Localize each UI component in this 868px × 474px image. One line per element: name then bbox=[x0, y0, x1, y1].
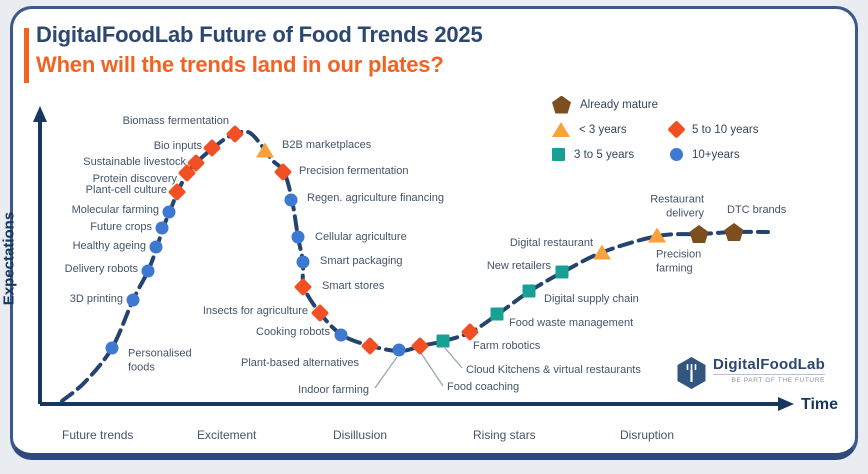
label-cloud-kitchens-virtual-restaurants: Cloud Kitchens & virtual restaurants bbox=[466, 364, 641, 377]
point-precision-farming bbox=[648, 227, 666, 243]
phase-label-disruption: Disruption bbox=[620, 428, 675, 442]
phase-label-future-trends: Future trends bbox=[62, 428, 134, 442]
point-healthy-ageing bbox=[149, 240, 163, 254]
label-biomass-fermentation: Biomass fermentation bbox=[122, 115, 229, 128]
legend-label: 10+years bbox=[692, 148, 740, 161]
label-future-crops: Future crops bbox=[90, 221, 152, 234]
label-smart-stores: Smart stores bbox=[322, 280, 385, 293]
label-molecular-farming: Molecular farming bbox=[71, 204, 159, 217]
logo-tagline: BE PART OF THE FUTURE bbox=[713, 374, 825, 384]
label-precision-farming: Precision farming bbox=[656, 248, 702, 274]
phase-label-excitement: Excitement bbox=[197, 428, 257, 442]
pentagon-icon bbox=[552, 95, 571, 114]
legend-item-already-mature: Already mature bbox=[552, 95, 670, 114]
point-regen-agriculture-financing bbox=[284, 193, 298, 207]
legend-label: Already mature bbox=[580, 98, 658, 111]
point-cellular-agriculture bbox=[291, 230, 305, 244]
logo-name: DigitalFoodLab bbox=[713, 356, 825, 373]
x-axis-label: Time bbox=[801, 396, 839, 413]
label-dtc-brands: DTC brands bbox=[727, 204, 787, 217]
phase-label-rising-stars: Rising stars bbox=[473, 428, 536, 442]
point-molecular-farming bbox=[162, 205, 176, 219]
label-digital-supply-chain: Digital supply chain bbox=[544, 293, 639, 306]
label-restaurant-delivery: Restaurant delivery bbox=[650, 193, 704, 219]
logo-hexagon-fork-icon bbox=[677, 357, 706, 389]
label-plant-cell-culture: Plant-cell culture bbox=[85, 184, 167, 197]
legend-label: 5 to 10 years bbox=[692, 123, 759, 136]
legend-item-3to5-years: 3 to 5 years bbox=[552, 148, 670, 161]
triangle-icon bbox=[552, 122, 570, 137]
label-3d-printing: 3D printing bbox=[69, 293, 123, 306]
label-farm-robotics: Farm robotics bbox=[473, 340, 541, 353]
point-digital-restaurant bbox=[593, 244, 611, 260]
point-dtc-brands bbox=[724, 223, 744, 241]
label-new-retailers: New retailers bbox=[486, 260, 551, 273]
label-insects-for-agriculture: Insects for agriculture bbox=[202, 305, 308, 318]
label-sustainable-livestock: Sustainable livestock bbox=[83, 156, 186, 169]
legend-item-5to10-years: 5 to 10 years bbox=[667, 120, 820, 139]
point-digital-supply-chain bbox=[522, 284, 536, 298]
legend-item-10plus-years: 10+years bbox=[670, 148, 820, 161]
digitalfoodlab-logo: DigitalFoodLab BE PART OF THE FUTURE bbox=[676, 356, 825, 390]
point-delivery-robots bbox=[141, 264, 155, 278]
legend-item-lt3-years: < 3 years bbox=[552, 122, 670, 137]
legend: Already mature < 3 years 3 to 5 years 5 … bbox=[552, 92, 820, 167]
point-future-crops bbox=[155, 221, 169, 235]
connector-indoor-farming bbox=[374, 356, 398, 389]
connector-cloud-kitchens-virtual-restaurants bbox=[444, 347, 463, 369]
point-personalised-foods bbox=[105, 341, 119, 355]
label-smart-packaging: Smart packaging bbox=[320, 255, 403, 268]
point-smart-packaging bbox=[296, 255, 310, 269]
label-food-coaching: Food coaching bbox=[447, 381, 520, 394]
point-cloud-kitchens-virtual-restaurants bbox=[436, 334, 450, 348]
point-food-waste-management bbox=[490, 307, 504, 321]
circle-icon bbox=[670, 148, 683, 161]
label-connectors bbox=[374, 347, 463, 389]
connector-food-coaching bbox=[420, 352, 444, 387]
page-subtitle: When will the trends land in our plates? bbox=[36, 52, 444, 77]
point-indoor-farming bbox=[392, 343, 406, 357]
phase-label-disillusion: Disillusion bbox=[333, 428, 388, 442]
square-icon bbox=[552, 148, 565, 161]
label-protein-discovery: Protein discovery bbox=[92, 173, 177, 186]
point-b2b-marketplaces bbox=[256, 142, 274, 158]
y-axis-label: Expectations bbox=[0, 211, 18, 306]
label-precision-fermentation: Precision fermentation bbox=[299, 165, 409, 178]
title-accent-bar bbox=[24, 28, 29, 83]
label-healthy-ageing: Healthy ageing bbox=[72, 240, 146, 253]
point-cooking-robots bbox=[334, 328, 348, 342]
label-food-waste-management: Food waste management bbox=[509, 317, 634, 330]
legend-label: < 3 years bbox=[579, 123, 627, 136]
label-digital-restaurant: Digital restaurant bbox=[509, 237, 593, 250]
page-title: DigitalFoodLab Future of Food Trends 202… bbox=[36, 22, 483, 47]
label-delivery-robots: Delivery robots bbox=[64, 263, 138, 276]
label-b2b-marketplaces: B2B marketplaces bbox=[282, 139, 372, 152]
label-indoor-farming: Indoor farming bbox=[298, 384, 369, 397]
label-bio-inputs: Bio inputs bbox=[153, 140, 202, 153]
point-restaurant-delivery bbox=[689, 225, 709, 243]
legend-label: 3 to 5 years bbox=[574, 148, 635, 161]
label-personalised-foods: Personalised foods bbox=[128, 347, 192, 373]
label-cellular-agriculture: Cellular agriculture bbox=[315, 231, 407, 244]
label-plant-based-alternatives: Plant-based alternatives bbox=[240, 357, 359, 370]
label-regen-agriculture-financing: Regen. agriculture financing bbox=[307, 192, 444, 205]
x-axis-arrow-icon bbox=[778, 397, 794, 411]
point-3d-printing bbox=[126, 293, 140, 307]
label-cooking-robots: Cooking robots bbox=[256, 326, 330, 339]
y-axis-arrow-icon bbox=[33, 106, 47, 122]
point-new-retailers bbox=[555, 265, 569, 279]
